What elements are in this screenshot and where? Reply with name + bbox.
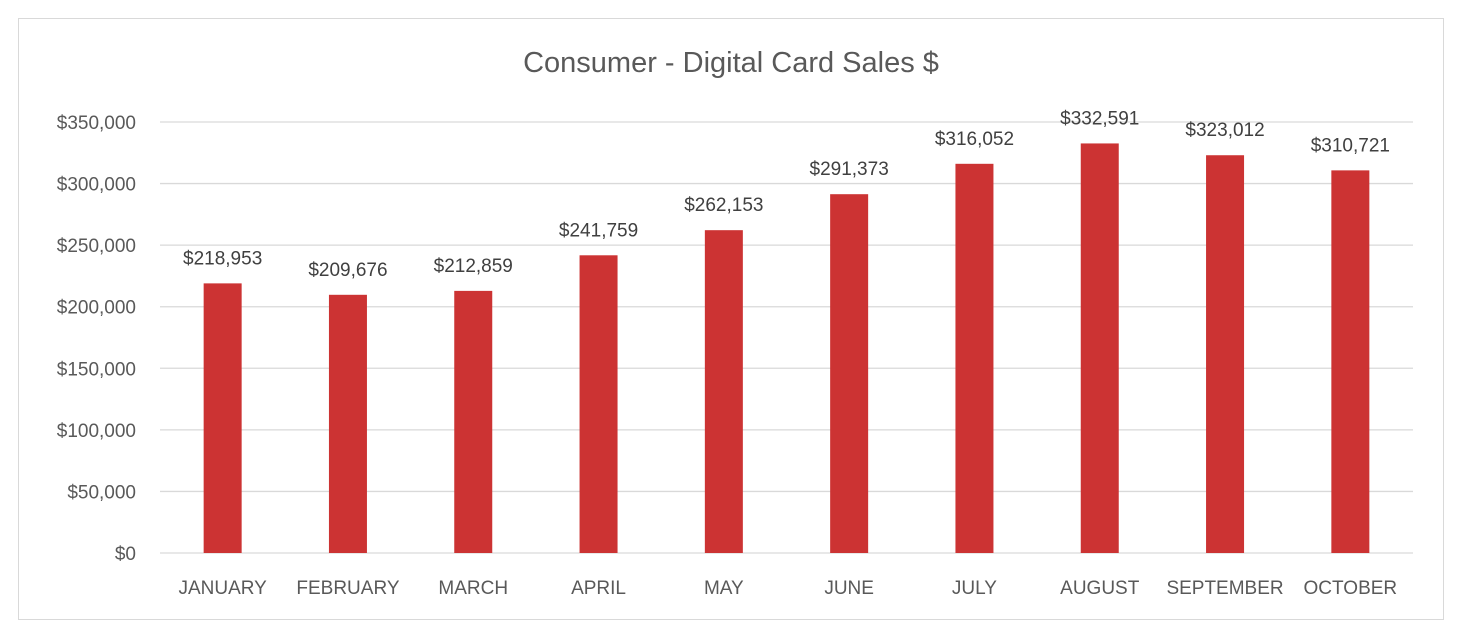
x-tick-label: JANUARY: [178, 578, 267, 599]
chart-title: Consumer - Digital Card Sales $: [523, 47, 939, 79]
x-tick-label: JUNE: [824, 578, 874, 599]
bar: [1331, 170, 1370, 554]
x-tick-label: AUGUST: [1060, 578, 1140, 599]
y-tick-label: $50,000: [67, 482, 136, 503]
bar: [328, 294, 367, 553]
data-label: $218,953: [183, 248, 262, 269]
data-label: $262,153: [684, 195, 763, 216]
y-tick-label: $300,000: [57, 175, 136, 196]
x-tick-label: FEBRUARY: [296, 578, 399, 599]
y-tick-label: $0: [115, 544, 136, 565]
data-label: $323,012: [1185, 120, 1264, 141]
bar: [1080, 143, 1119, 554]
y-tick-label: $150,000: [57, 359, 136, 380]
y-tick-label: $250,000: [57, 236, 136, 257]
x-tick-label: APRIL: [571, 578, 626, 599]
bar: [579, 255, 618, 553]
data-label: $316,052: [935, 129, 1014, 150]
x-tick-label: SEPTEMBER: [1166, 578, 1283, 599]
data-label: $310,721: [1311, 135, 1390, 156]
x-tick-label: MAY: [704, 578, 744, 599]
bar: [203, 283, 242, 553]
bar: [1206, 155, 1245, 553]
data-label: $241,759: [559, 220, 638, 241]
bar: [955, 163, 994, 553]
data-label: $209,676: [308, 260, 387, 281]
x-tick-label: JULY: [952, 578, 997, 599]
data-label: $291,373: [810, 159, 889, 180]
y-tick-label: $350,000: [57, 113, 136, 134]
bar: [704, 230, 743, 553]
x-tick-label: MARCH: [438, 578, 508, 599]
y-tick-label: $200,000: [57, 298, 136, 319]
bar: [830, 194, 869, 554]
bar: [454, 290, 493, 553]
data-label: $332,591: [1060, 108, 1139, 129]
data-label: $212,859: [434, 256, 513, 277]
y-tick-label: $100,000: [57, 421, 136, 442]
x-tick-label: OCTOBER: [1304, 578, 1398, 599]
